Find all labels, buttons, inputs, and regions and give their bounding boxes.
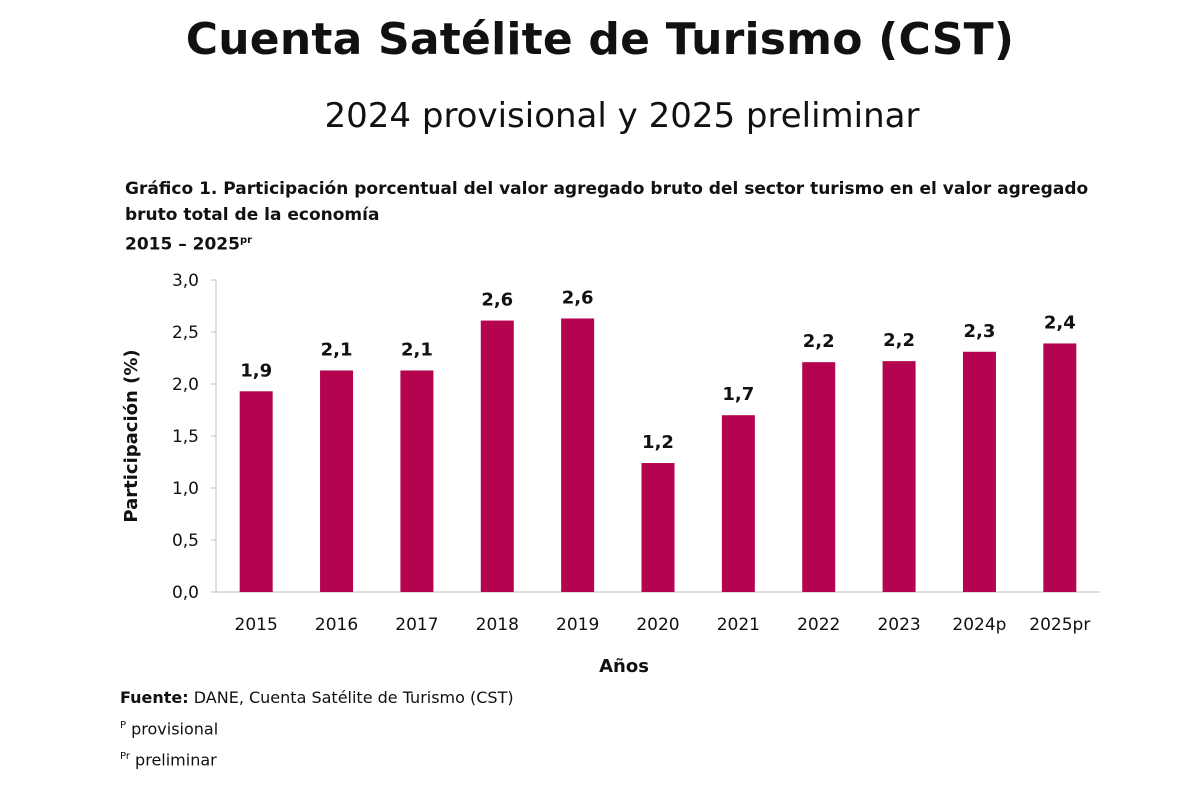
source-note: Fuente: DANE, Cuenta Satélite de Turismo…	[120, 684, 514, 712]
y-tick-label: 1,0	[172, 479, 199, 499]
y-tick-label: 3,0	[172, 271, 199, 291]
bar-2015	[239, 391, 273, 592]
data-label: 2,1	[321, 339, 353, 360]
data-label: 1,2	[642, 432, 674, 453]
bar-2022	[802, 362, 836, 592]
x-tick-label: 2017	[395, 615, 438, 635]
chart-heading: Gráfico 1. Participación porcentual del …	[125, 176, 1125, 258]
data-labels: 1,9 2,1 2,1 2,6 2,6 1,2 1,7 2,2 2,2 2,3 2,4	[240, 287, 1076, 453]
x-tick-label: 2022	[797, 615, 840, 635]
chart-notes: Fuente: DANE, Cuenta Satélite de Turismo…	[120, 684, 514, 775]
data-label: 1,9	[240, 360, 272, 381]
x-tick-label: 2023	[877, 615, 920, 635]
bar-2020	[641, 463, 675, 592]
data-label: 2,2	[803, 331, 835, 352]
page-subtitle: 2024 provisional y 2025 preliminar	[324, 96, 920, 136]
x-tick-label: 2015	[235, 615, 278, 635]
bar-2016	[320, 370, 354, 592]
y-tick-label: 2,0	[172, 375, 199, 395]
bar-2018	[480, 320, 514, 592]
y-axis: 0,0 0,5 1,0 1,5 2,0 2,5 3,0	[172, 271, 217, 603]
bar-2021	[721, 415, 755, 592]
provisional-note: P provisional	[120, 712, 514, 743]
bar-2019	[561, 318, 595, 592]
bar-2017	[400, 370, 434, 592]
y-tick-label: 1,5	[172, 427, 199, 447]
x-tick-label: 2019	[556, 615, 599, 635]
provisional-text: provisional	[126, 719, 219, 739]
chart-period-sup: pr	[239, 235, 253, 246]
bar-2024p	[962, 351, 996, 592]
source-label: Fuente:	[120, 688, 189, 707]
data-label: 2,1	[401, 339, 433, 360]
bar-2023	[882, 361, 916, 592]
data-label: 2,2	[883, 330, 915, 351]
data-label: 2,3	[964, 321, 996, 342]
source-text: DANE, Cuenta Satélite de Turismo (CST)	[188, 688, 514, 707]
data-label: 2,6	[481, 290, 513, 311]
x-tick-label: 2018	[476, 615, 519, 635]
y-axis-title: Participación (%)	[121, 349, 142, 522]
preliminary-note: Pr preliminar	[120, 743, 514, 774]
x-axis: 2015 2016 2017 2018 2019 2020 2021 2022 2023 2024…	[216, 591, 1100, 635]
y-tick-label: 0,5	[172, 531, 199, 551]
x-tick-label: 2016	[315, 615, 358, 635]
y-tick-label: 2,5	[172, 323, 199, 343]
data-label: 1,7	[722, 384, 754, 405]
chart-period-text: 2015 – 2025	[125, 234, 240, 255]
chart-heading-period: 2015 – 2025pr	[125, 228, 1125, 258]
data-label: 2,6	[562, 287, 594, 308]
bar-2025pr	[1043, 343, 1077, 592]
x-axis-title: Años	[599, 656, 649, 677]
x-tick-label: 2021	[717, 615, 760, 635]
preliminary-sup: Pr	[120, 751, 130, 763]
x-tick-label: 2020	[636, 615, 679, 635]
preliminary-text: preliminar	[129, 750, 217, 770]
bar-series	[239, 318, 1077, 592]
page-title: Cuenta Satélite de Turismo (CST)	[185, 14, 1015, 65]
data-label: 2,4	[1044, 312, 1076, 333]
y-tick-label: 0,0	[172, 583, 199, 603]
x-tick-label: 2025pr	[1029, 615, 1090, 635]
provisional-sup: P	[120, 720, 127, 731]
chart-heading-line-2: bruto total de la economía	[125, 205, 380, 225]
chart-heading-line-1: Gráfico 1. Participación porcentual del …	[125, 179, 1089, 199]
x-tick-label: 2024p	[952, 615, 1006, 635]
